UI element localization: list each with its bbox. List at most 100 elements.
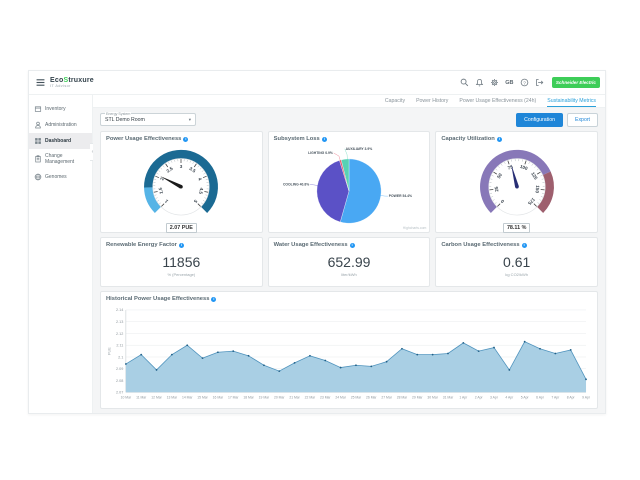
svg-text:31 Mar: 31 Mar	[443, 396, 454, 400]
svg-text:17 Mar: 17 Mar	[228, 396, 239, 400]
svg-text:14 Mar: 14 Mar	[182, 396, 193, 400]
card-title: Power Usage Effectiveness	[106, 136, 182, 142]
svg-text:16 Mar: 16 Mar	[213, 396, 224, 400]
svg-text:POWER 54.4%: POWER 54.4%	[389, 194, 412, 198]
svg-text:2.14: 2.14	[116, 308, 123, 312]
card-title: Water Usage Effectiveness	[273, 242, 348, 248]
kpi-unit: % (Percentage)	[167, 272, 196, 277]
svg-text:75: 75	[507, 164, 514, 171]
sidebar-item-administration[interactable]: Administration	[29, 117, 92, 133]
svg-text:2.1: 2.1	[118, 355, 123, 359]
svg-text:12 Mar: 12 Mar	[151, 396, 162, 400]
pue-gauge-chart: 11.5 22.5 3 3.5 4 4.5 5	[144, 149, 219, 216]
svg-text:125: 125	[530, 171, 539, 181]
sidebar-item-label: Administration	[45, 122, 77, 128]
info-icon[interactable]	[321, 136, 327, 142]
svg-text:9 Apr: 9 Apr	[582, 396, 591, 400]
sidebar-item-change-management[interactable]: Change Management	[29, 149, 92, 169]
chevron-down-icon: ▾	[188, 116, 191, 122]
menu-icon[interactable]	[36, 77, 47, 88]
svg-text:20 Mar: 20 Mar	[274, 396, 285, 400]
dashboard-grid-icon	[34, 137, 42, 145]
svg-text:23 Mar: 23 Mar	[320, 396, 331, 400]
configuration-button[interactable]: Configuration	[516, 112, 563, 127]
chart-credit: Highcharts.com	[402, 226, 427, 230]
svg-text:4: 4	[197, 177, 203, 182]
svg-text:28 Mar: 28 Mar	[397, 396, 408, 400]
svg-text:2 Apr: 2 Apr	[475, 396, 484, 400]
historical-pue-area-chart: 2.07 2.08 2.09 2.1 2.11 2.12 2.13 2.14 10 Mar 11 …	[107, 308, 591, 400]
info-icon[interactable]	[178, 242, 184, 248]
card-carbon-usage-effectiveness: Carbon Usage Effectiveness 0.61 kg CO2/k…	[435, 237, 599, 287]
topbar: EcoStruxure IT Advisor GB ? Schneider El…	[29, 71, 605, 95]
kpi-value: 11856	[162, 254, 201, 270]
svg-text:100: 100	[519, 164, 528, 171]
svg-text:7 Apr: 7 Apr	[551, 396, 560, 400]
tab-power-history[interactable]: Power History	[416, 98, 449, 104]
info-icon[interactable]	[521, 242, 527, 248]
svg-text:21 Mar: 21 Mar	[289, 396, 300, 400]
svg-text:6 Apr: 6 Apr	[536, 396, 545, 400]
svg-text:2.09: 2.09	[116, 367, 123, 371]
tab-power-usage-effectiveness-24h[interactable]: Power Usage Effectiveness (24h)	[459, 98, 537, 104]
svg-text:2.12: 2.12	[116, 332, 123, 336]
kpi-unit: liter/kWh	[341, 272, 357, 277]
tab-sustainability-metrics[interactable]: Sustainability Metrics	[547, 98, 596, 107]
info-icon[interactable]	[211, 296, 217, 302]
capacity-gauge-value: 78.11 %	[502, 223, 531, 233]
info-icon[interactable]	[349, 242, 355, 248]
card-title-row: Capacity Utilization	[441, 136, 592, 142]
svg-text:5: 5	[193, 199, 199, 205]
svg-text:4.5: 4.5	[198, 187, 204, 195]
export-button[interactable]: Export	[567, 112, 598, 127]
info-icon[interactable]	[496, 136, 502, 142]
sidebar: Inventory Administration Dashboard Chang…	[29, 95, 96, 413]
svg-text:13 Mar: 13 Mar	[167, 396, 178, 400]
svg-text:19 Mar: 19 Mar	[259, 396, 270, 400]
schneider-electric-button[interactable]: Schneider Electric	[551, 77, 600, 88]
logo-title: EcoStruxure	[50, 76, 94, 84]
svg-text:LIGHTING 0.9%: LIGHTING 0.9%	[308, 151, 333, 155]
clipboard-icon	[34, 155, 42, 163]
globe-icon	[34, 173, 42, 181]
svg-text:2.13: 2.13	[116, 320, 123, 324]
svg-text:24 Mar: 24 Mar	[335, 396, 346, 400]
svg-text:2: 2	[160, 176, 166, 181]
sidebar-item-label: Change Management	[45, 153, 75, 165]
energy-system-select[interactable]: Energy System STL Demo Room ▾	[100, 111, 196, 126]
card-title: Renewable Energy Factor	[106, 242, 177, 248]
settings-gear-icon[interactable]	[487, 76, 502, 90]
search-icon[interactable]	[457, 76, 472, 90]
kpi-value: 652.99	[327, 254, 371, 270]
logout-icon[interactable]	[532, 76, 547, 90]
dashboard-content: Energy System STL Demo Room ▾ Configurat…	[93, 108, 605, 413]
kpi-row: Renewable Energy Factor 11856 % (Percent…	[100, 237, 599, 287]
sidebar-item-genomes[interactable]: Genomes	[29, 169, 92, 185]
info-icon[interactable]	[183, 136, 189, 142]
svg-text:2.07: 2.07	[116, 391, 123, 395]
subsystem-loss-pie-chart: POWER 54.4% COOLING 40.8% LIGHTING 0.9% AUX…	[283, 147, 412, 224]
sidebar-item-inventory[interactable]: Inventory	[29, 101, 92, 117]
card-subsystem-loss: Subsystem Loss POWER 54.4% COOLING 40.8% L…	[267, 131, 431, 233]
svg-text:15 Mar: 15 Mar	[197, 396, 208, 400]
tab-capacity[interactable]: Capacity	[384, 98, 406, 104]
notifications-bell-icon[interactable]	[472, 76, 487, 90]
svg-text:150: 150	[534, 185, 540, 194]
sidebar-item-dashboard[interactable]: Dashboard	[29, 133, 92, 149]
svg-text:50: 50	[496, 172, 503, 179]
pue-gauge-value: 2.07 PUE	[165, 223, 197, 233]
help-icon[interactable]: ?	[517, 76, 532, 90]
svg-text:4 Apr: 4 Apr	[505, 396, 514, 400]
language-selector[interactable]: GB	[505, 79, 514, 86]
card-historical-pue: Historical Power Usage Effectiveness 2.0…	[100, 291, 598, 409]
kpi-value: 0.61	[503, 254, 531, 270]
app-window: EcoStruxure IT Advisor GB ? Schneider El…	[28, 70, 606, 414]
svg-text:27 Mar: 27 Mar	[381, 396, 392, 400]
svg-text:175: 175	[526, 197, 535, 206]
energy-system-select-value: STL Demo Room	[105, 116, 145, 123]
svg-text:3: 3	[180, 164, 183, 169]
card-power-usage-effectiveness: Power Usage Effectiveness 11.5 22.5 3 3.5 4 4…	[100, 131, 263, 233]
svg-text:AUXILIARY 3.9%: AUXILIARY 3.9%	[346, 147, 373, 151]
card-title: Carbon Usage Effectiveness	[441, 242, 520, 248]
